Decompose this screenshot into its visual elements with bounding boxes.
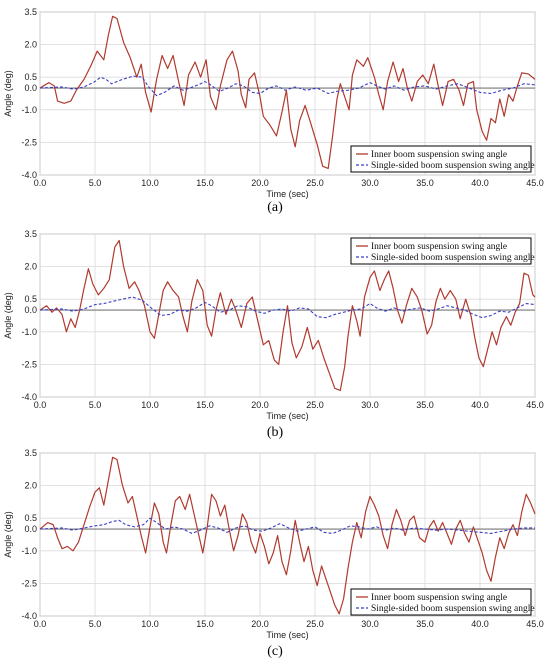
x-tick-label: 40.0	[471, 400, 489, 410]
x-tick-label: 10.0	[141, 619, 159, 629]
x-tick-label: 10.0	[141, 400, 159, 410]
legend-entry: Single-sided boom suspension swing angle	[371, 253, 535, 263]
legend: Inner boom suspension swing angleSingle-…	[350, 237, 535, 265]
x-tick-label: 40.0	[471, 178, 489, 188]
legend-entry: Inner boom suspension swing angle	[371, 593, 507, 603]
y-tick-label: 3.5	[24, 7, 37, 17]
y-tick-label: -4.0	[21, 611, 37, 621]
y-tick-label: -1.0	[21, 327, 37, 337]
x-tick-label: 35.0	[416, 619, 434, 629]
y-tick-label: 0.0	[24, 524, 37, 534]
x-tick-label: 20.0	[251, 178, 269, 188]
x-tick-label: 25.0	[306, 619, 324, 629]
x-tick-label: 10.0	[141, 178, 159, 188]
y-tick-label: -2.5	[21, 137, 37, 147]
x-tick-label: 45.0	[526, 178, 544, 188]
series-line-single-sided-boom	[39, 296, 536, 319]
panel-label: (a)	[267, 200, 283, 215]
panel-label: (c)	[267, 644, 283, 659]
y-tick-label: 3.5	[24, 229, 37, 239]
legend-box	[350, 237, 532, 265]
x-tick-label: 0.0	[34, 400, 47, 410]
series-line-inner-boom	[39, 15, 536, 170]
y-tick-label: 3.5	[24, 448, 37, 458]
panel-label: (b)	[267, 425, 284, 440]
x-axis-title: Time (sec)	[266, 411, 308, 421]
x-tick-label: 15.0	[196, 178, 214, 188]
y-tick-label: -1.0	[21, 105, 37, 115]
y-axis-title: Angle (deg)	[3, 511, 13, 558]
legend-entry: Inner boom suspension swing angle	[371, 150, 507, 160]
x-tick-label: 25.0	[306, 178, 324, 188]
x-axis-title: Time (sec)	[266, 630, 308, 640]
x-tick-label: 20.0	[251, 400, 269, 410]
x-axis-title: Time (sec)	[266, 189, 308, 199]
x-tick-label: 5.0	[89, 619, 102, 629]
y-tick-label: 0.0	[24, 305, 37, 315]
x-tick-label: 5.0	[89, 178, 102, 188]
y-tick-label: -2.5	[21, 578, 37, 588]
legend-entry: Inner boom suspension swing angle	[371, 242, 507, 252]
series-line-single-sided-boom	[39, 75, 536, 97]
x-tick-label: 35.0	[416, 178, 434, 188]
x-tick-label: 15.0	[196, 619, 214, 629]
y-tick-label: -4.0	[21, 170, 37, 180]
x-tick-label: 0.0	[34, 178, 47, 188]
chart-panel-1: 0.0 5.0 10.0 15.0 20.0 25.0 30.0 35.0 40.0 45.0 3.…	[3, 7, 544, 215]
y-tick-label: 2.0	[24, 40, 37, 50]
legend: Inner boom suspension swing angleSingle-…	[350, 145, 535, 173]
y-tick-label: -1.0	[21, 546, 37, 556]
legend-entry: Single-sided boom suspension swing angle	[371, 604, 535, 614]
legend: Inner boom suspension swing angleSingle-…	[350, 588, 535, 616]
series-line-single-sided-boom	[39, 517, 535, 534]
x-tick-label: 30.0	[361, 400, 379, 410]
x-tick-label: 45.0	[526, 400, 544, 410]
chart-panel-3: 0.0 5.0 10.0 15.0 20.0 25.0 30.0 35.0 40.0 45.0 3.…	[3, 448, 544, 659]
x-tick-label: 30.0	[361, 178, 379, 188]
y-tick-label: 0.0	[24, 83, 37, 93]
y-tick-label: -2.5	[21, 359, 37, 369]
y-tick-label: 2.0	[24, 481, 37, 491]
x-tick-label: 35.0	[416, 400, 434, 410]
chart-panel-2: 0.0 5.0 10.0 15.0 20.0 25.0 30.0 35.0 40.0 45.0 3.…	[3, 229, 544, 440]
y-axis-title: Angle (deg)	[3, 70, 13, 117]
x-tick-label: 0.0	[34, 619, 47, 629]
y-tick-label: 0.5	[24, 72, 37, 82]
x-tick-label: 25.0	[306, 400, 324, 410]
x-tick-label: 45.0	[526, 619, 544, 629]
y-tick-label: 0.5	[24, 294, 37, 304]
legend-box	[350, 145, 532, 173]
y-tick-label: -4.0	[21, 392, 37, 402]
legend-entry: Single-sided boom suspension swing angle	[371, 161, 535, 171]
legend-box	[350, 588, 532, 616]
series-line-inner-boom	[39, 239, 536, 392]
x-tick-label: 15.0	[196, 400, 214, 410]
x-tick-label: 40.0	[471, 619, 489, 629]
y-tick-label: 2.0	[24, 262, 37, 272]
x-tick-label: 20.0	[251, 619, 269, 629]
x-tick-label: 30.0	[361, 619, 379, 629]
y-tick-label: 0.5	[24, 513, 37, 523]
x-tick-label: 5.0	[89, 400, 102, 410]
series-line-inner-boom	[39, 456, 536, 615]
y-axis-title: Angle (deg)	[3, 292, 13, 339]
